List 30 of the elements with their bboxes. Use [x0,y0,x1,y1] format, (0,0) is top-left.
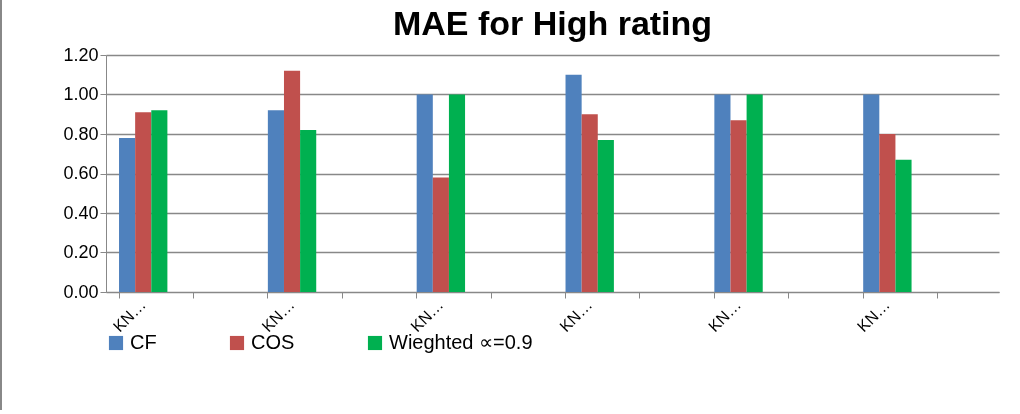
legend-label: Wieghted ∝=0.9 [389,331,533,353]
bar [135,112,152,292]
bar [597,139,614,292]
y-tick-label: 0.40 [63,202,99,223]
bar [151,110,168,292]
bar [267,110,284,292]
bar [300,130,317,292]
y-tick-label: 0.80 [63,123,99,144]
x-tick-label: KN… [853,296,894,336]
y-tick-label: 0.00 [63,281,99,302]
x-tick-label: KN… [705,296,745,336]
chart-title: MAE for High rating [392,4,713,42]
y-tick-label: 0.20 [63,242,99,262]
bar [432,177,449,292]
x-tick-label: KN… [556,296,596,336]
bar [448,94,466,292]
bar [879,134,896,292]
bar [863,94,880,292]
y-tick-label: 1.20 [63,44,99,65]
bar [714,94,731,292]
bar [416,94,433,292]
bar [565,74,582,292]
y-tick-label: 1.00 [63,84,99,104]
bar [746,94,763,292]
y-tick-label: 0.60 [63,163,99,183]
bar [895,159,912,292]
bar [730,120,747,292]
bar [283,70,301,292]
bar [581,114,598,292]
bar [119,137,136,292]
